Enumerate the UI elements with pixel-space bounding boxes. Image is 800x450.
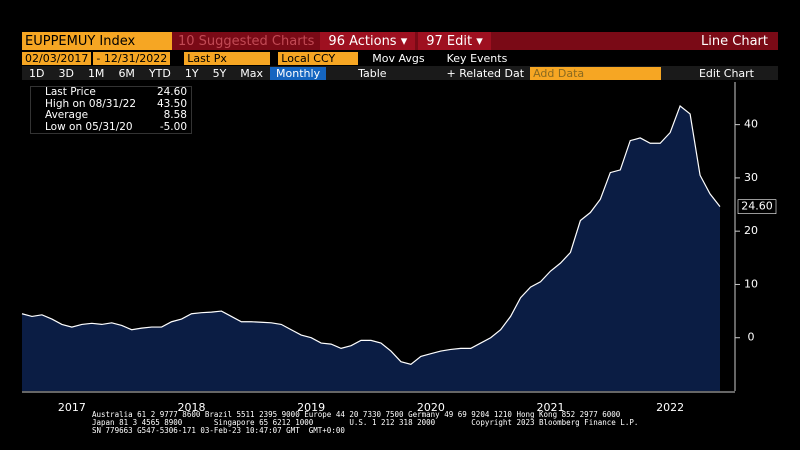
period-bar: 1D 3D 1M 6M YTD 1Y 5Y Max Monthly Table + Relat… (22, 66, 778, 80)
legend-row: Low on 05/31/20 -5.00 (31, 120, 191, 134)
edit-chart[interactable]: Edit Chart (698, 66, 754, 80)
legend-label: Average (45, 109, 89, 121)
legend-label: Last Price (45, 86, 96, 98)
legend-value: 43.50 (156, 97, 187, 110)
table-button[interactable]: Table (358, 66, 387, 80)
y-tick-label: 20 (744, 224, 758, 237)
key-events[interactable]: Key Events (446, 52, 508, 65)
x-tick-label: 2018 (178, 401, 206, 414)
x-tick-label: 2022 (656, 401, 684, 414)
periods: 1D 3D 1M 6M YTD 1Y 5Y Max (22, 67, 270, 80)
legend-value: 24.60 (156, 86, 187, 98)
title-bar: EUPPEMUY Index 10 Suggested Charts 96 Ac… (22, 32, 778, 50)
legend-value: 8.58 (163, 109, 187, 121)
legend-row: High on 08/31/22 43.50 (31, 97, 191, 111)
period-button[interactable]: 6M (118, 66, 135, 80)
chart-kind: Line Chart (701, 33, 768, 49)
x-tick-label: 2019 (297, 401, 325, 414)
y-tick-label: 30 (744, 171, 758, 184)
currency[interactable]: Local CCY (278, 52, 359, 65)
add-data[interactable]: Add Data (530, 66, 662, 80)
line (21, 104, 721, 366)
footer: Australia 61 2 9777 8600 Brazil 5511 239… (92, 411, 638, 435)
y-tick-label: 10 (744, 277, 758, 290)
edit-menu[interactable]: 97 Edit ▾ (418, 32, 491, 50)
legend: Last Price 24.60 High on 08/31/22 43.50 Aver… (30, 86, 192, 134)
frequency[interactable]: Monthly (270, 66, 327, 80)
related-data[interactable]: + Related Dat (446, 66, 525, 80)
field[interactable]: Last Px (184, 52, 271, 65)
footer-line: SN 779663 G547-5306-171 03-Feb-23 10:47:… (92, 426, 345, 435)
y-tick-label: 40 (744, 118, 758, 131)
legend-row: Average 8.58 (31, 109, 191, 122)
x-tick-label: 2021 (536, 401, 564, 414)
start-date[interactable]: 02/03/2017 (22, 52, 92, 65)
actions-menu[interactable]: 96 Actions ▾ (320, 32, 416, 50)
footer-line: Japan 81 3 4565 8900 Singapore 65 6212 1… (92, 418, 639, 427)
settings-bar: 02/03/2017 - 12/31/2022 Last Px Local CC… (22, 52, 778, 65)
last-value-label: 24.60 (741, 200, 773, 213)
area (22, 105, 720, 392)
period-button[interactable]: 1M (87, 66, 105, 80)
footer-line: Australia 61 2 9777 8600 Brazil 5511 239… (92, 410, 621, 419)
period-button[interactable]: 1D (29, 66, 45, 80)
legend-label: Low on 05/31/20 (45, 120, 133, 133)
legend-label: High on 08/31/22 (45, 97, 137, 110)
ticker[interactable]: EUPPEMUY Index (22, 32, 172, 50)
period-button[interactable]: 1Y (184, 66, 199, 80)
x-tick-label: 2017 (58, 401, 86, 414)
period-button[interactable]: Max (240, 66, 264, 80)
period-button[interactable]: 3D (58, 66, 74, 80)
legend-row: Last Price 24.60 (31, 86, 191, 99)
last-value-box (737, 199, 777, 214)
end-date[interactable]: - 12/31/2022 (93, 52, 171, 65)
x-tick-label: 2020 (417, 401, 445, 414)
period-button[interactable]: 5Y (212, 66, 227, 80)
legend-value: -5.00 (159, 120, 187, 133)
suggested-charts[interactable]: 10 Suggested Charts (178, 33, 315, 49)
period-button[interactable]: YTD (148, 66, 171, 80)
y-tick-label: 0 (748, 331, 755, 344)
mov-avgs[interactable]: Mov Avgs (372, 52, 425, 65)
